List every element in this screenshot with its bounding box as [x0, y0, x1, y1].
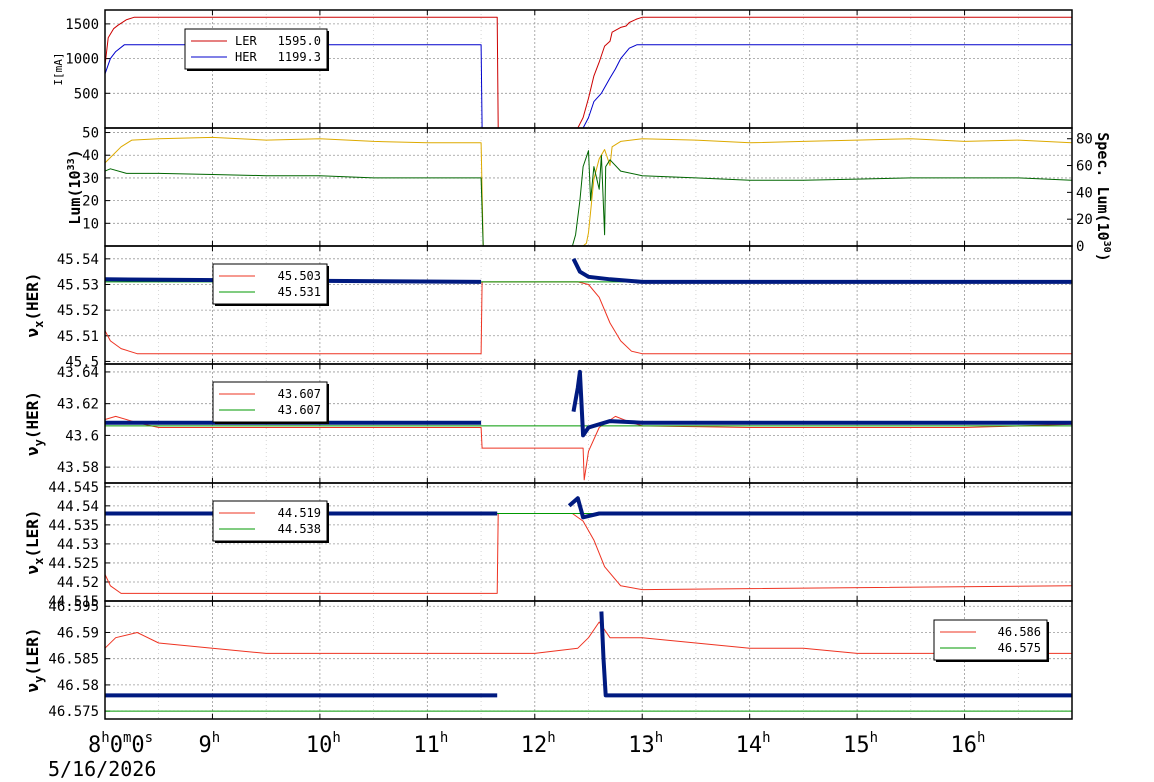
y-tick-label: 45.54 — [57, 252, 99, 268]
panel-frame — [104, 600, 1073, 720]
legend-value: 44.538 — [278, 522, 321, 536]
x-tick-label: 8h0m0s — [88, 730, 153, 758]
series-line-1 — [104, 281, 1072, 355]
y-tick-label: 44.525 — [48, 556, 99, 572]
legend-value: 45.503 — [278, 269, 321, 283]
y-tick-label: 43.6 — [65, 428, 99, 444]
y2-tick-label: 80 — [1076, 132, 1093, 148]
legend-value: 43.607 — [278, 387, 321, 401]
y2-axis-label: Spec. Lum(1030) — [1094, 132, 1112, 261]
x-tick-label: 10h — [306, 730, 341, 758]
y-tick-label: 20 — [82, 194, 99, 210]
y-axis-label: νx(LER) — [23, 509, 46, 574]
legend-value: 1199.3 — [278, 50, 321, 64]
series-line-1 — [104, 621, 1072, 654]
legend-box — [184, 28, 328, 70]
legend-box — [212, 381, 328, 423]
y-tick-label: 44.535 — [48, 518, 99, 534]
y-axis-label: νy(HER) — [23, 391, 46, 456]
date-label: 5/16/2026 — [48, 757, 156, 781]
y-axis-label: νx(HER) — [23, 272, 46, 337]
series-line-2 — [104, 44, 1072, 129]
legend-name: HER — [235, 50, 257, 64]
legend-value: 46.575 — [998, 641, 1041, 655]
y-tick-label: 50 — [82, 126, 99, 142]
series-line-2 — [104, 150, 1073, 247]
panel-1: 500 1000 1500 I[mA] LER 1595.0 HER 1199.3 — [52, 9, 1073, 129]
y-tick-label: 44.545 — [48, 480, 99, 496]
legend-value: 46.586 — [998, 625, 1041, 639]
x-tick-label: 12h — [521, 730, 556, 758]
y2-tick-label: 60 — [1076, 159, 1093, 175]
y-tick-label: 45.53 — [57, 277, 99, 293]
y-tick-label: 30 — [82, 171, 99, 187]
x-tick-label: 14h — [736, 730, 771, 758]
y-tick-label: 46.575 — [48, 704, 99, 720]
legend-value: 1595.0 — [278, 34, 321, 48]
y-tick-label: 40 — [82, 148, 99, 164]
y-tick-label: 46.58 — [57, 678, 99, 694]
y-tick-label: 46.585 — [48, 652, 99, 668]
panel-3: 45.5 45.51 45.52 45.53 45.54 νx(HER) 45.503 45.… — [23, 245, 1073, 370]
y-tick-label: 1500 — [65, 17, 99, 33]
y-tick-label: 45.51 — [57, 329, 99, 345]
y-tick-label: 43.62 — [57, 397, 99, 413]
y2-tick-label: 0 — [1076, 239, 1084, 255]
y-tick-label: 44.54 — [57, 499, 99, 515]
y-tick-label: 43.58 — [57, 460, 99, 476]
y-tick-label: 1000 — [65, 52, 99, 68]
series-line-3 — [105, 611, 1072, 698]
y2-tick-label: 40 — [1076, 185, 1093, 201]
legend-box — [212, 263, 328, 305]
x-tick-label: 9h — [198, 730, 220, 758]
y-tick-label: 44.53 — [57, 537, 99, 553]
legend-value: 43.607 — [278, 403, 321, 417]
legend-name: LER — [235, 34, 257, 48]
series-line-1 — [104, 16, 1072, 129]
y-tick-label: 43.64 — [57, 365, 99, 381]
series-line-1 — [104, 136, 1073, 247]
legend-value: 45.531 — [278, 285, 321, 299]
y-axis-label: I[mA] — [52, 52, 65, 85]
legend-box — [212, 500, 328, 542]
y-tick-label: 44.52 — [57, 575, 99, 591]
y-tick-label: 46.59 — [57, 625, 99, 641]
x-tick-label: 15h — [843, 730, 878, 758]
y-axis-label: νy(LER) — [23, 627, 46, 692]
series-line-1 — [104, 513, 1073, 594]
y-tick-label: 45.52 — [57, 303, 99, 319]
x-tick-label: 16h — [951, 730, 986, 758]
x-tick-label: 13h — [628, 730, 663, 758]
panel-5: 44.515 44.52 44.525 44.53 44.535 44.54 44.545ν… — [23, 480, 1073, 610]
panel-4: 43.58 43.6 43.62 43.64 νy(HER) 43.607 43.607 — [23, 363, 1073, 484]
y-tick-label: 44.515 — [48, 594, 99, 610]
legend-value: 44.519 — [278, 506, 321, 520]
y-tick-label: 500 — [74, 86, 99, 102]
y-tick-label: 45.5 — [65, 354, 99, 370]
y-tick-label: 46.595 — [48, 599, 99, 615]
legend-box — [933, 619, 1048, 661]
x-tick-label: 11h — [413, 730, 448, 758]
y2-tick-label: 20 — [1076, 212, 1093, 228]
y-tick-label: 10 — [82, 216, 99, 232]
